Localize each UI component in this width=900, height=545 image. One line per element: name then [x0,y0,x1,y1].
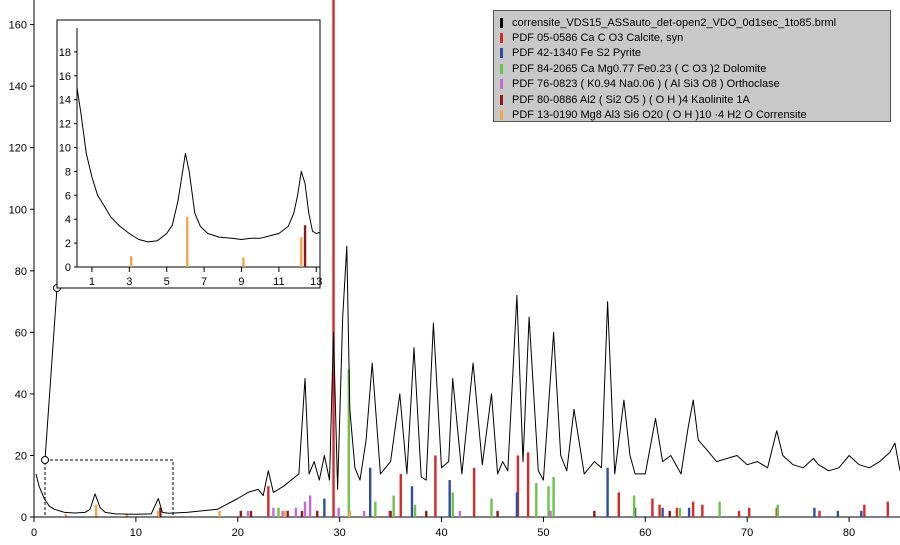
series-line-sample [35,245,900,515]
inset-x-tick-label-1: 1 [89,276,95,288]
inset-y-tick-label-18: 18 [59,47,71,59]
legend-label-sample: corrensite_VDS15_ASSauto_det-open2_VDO_0… [512,16,837,29]
y-tick-label-120: 120 [9,143,27,155]
inset-x-tick-label-5: 5 [164,276,170,288]
inset-x-tick-label-3: 3 [126,276,132,288]
legend-label-orthoclase: PDF 76-0823 ( K0.94 Na0.06 ) ( Al Si3 O8… [512,78,780,91]
y-tick-label-80: 80 [15,266,27,278]
legend-item-pyrite: PDF 42-1340 Fe S2 Pyrite [500,46,884,61]
reference-patterns [64,0,889,517]
legend-swatch-sample [500,17,503,28]
legend-swatch-dolomite [500,63,503,74]
x-tick-label-0: 0 [31,527,37,539]
y-tick-label-140: 140 [9,81,27,93]
inset-x-tick-label-11: 11 [273,276,284,288]
legend-swatch-kaolinite [500,94,503,105]
inset-y-tick-label-4: 4 [65,214,71,226]
legend-label-kaolinite: PDF 80-0886 Al2 ( Si2 O5 ) ( O H )4 Kaol… [512,93,750,106]
inset-x-tick-label-9: 9 [238,276,244,288]
inset-y-tick-label-14: 14 [59,95,71,107]
legend-label-corrensite: PDF 13-0190 Mg8 Al3 Si6 O20 ( O H )10 ·4… [512,109,807,122]
inset-y-tick-label-8: 8 [65,166,71,178]
main-series [35,245,900,515]
inset-y-tick-label-16: 16 [59,71,71,83]
legend-item-sample: corrensite_VDS15_ASSauto_det-open2_VDO_0… [500,15,884,30]
y-tick-label-60: 60 [15,327,27,339]
legend-label-pyrite: PDF 42-1340 Fe S2 Pyrite [512,47,642,60]
zoom-region [44,459,174,518]
y-tick-label-0: 0 [21,512,27,524]
x-tick-label-50: 50 [537,527,549,539]
x-tick-label-60: 60 [639,527,651,539]
legend: corrensite_VDS15_ASSauto_det-open2_VDO_0… [493,10,891,122]
y-tick-label-40: 40 [15,389,27,401]
x-tick-label-20: 20 [232,527,244,539]
legend-swatch-orthoclase [500,79,503,90]
legend-swatch-pyrite [500,48,503,59]
inset-x-tick-label-13: 13 [310,276,322,288]
legend-item-kaolinite: PDF 80-0886 Al2 ( Si2 O5 ) ( O H )4 Kaol… [500,92,884,107]
legend-item-corrensite: PDF 13-0190 Mg8 Al3 Si6 O20 ( O H )10 ·4… [500,107,884,122]
legend-swatch-corrensite [500,110,503,121]
legend-item-calcite: PDF 05-0586 Ca C O3 Calcite, syn [500,30,884,45]
legend-swatch-calcite [500,33,503,44]
legend-item-dolomite: PDF 84-2065 Ca Mg0.77 Fe0.23 ( C O3 )2 D… [500,61,884,76]
inset-y-tick-label-2: 2 [65,238,71,250]
zoom-connector [44,287,58,461]
inset-x-tick-label-7: 7 [201,276,207,288]
y-tick-label-100: 100 [9,204,27,216]
y-tick-label-20: 20 [15,450,27,462]
legend-item-orthoclase: PDF 76-0823 ( K0.94 Na0.06 ) ( Al Si3 O8… [500,77,884,92]
y-tick-label-160: 160 [9,20,27,32]
zoom-indicator [41,284,174,518]
inset-y-tick-label-10: 10 [59,143,71,155]
x-tick-label-30: 30 [334,527,346,539]
inset-frame [56,19,321,289]
x-tick-label-40: 40 [435,527,447,539]
x-tick-label-70: 70 [741,527,753,539]
zoom-marker-bottom [41,456,49,464]
inset-series-line [76,87,321,243]
legend-label-calcite: PDF 05-0586 Ca C O3 Calcite, syn [512,32,684,45]
inset-y-tick-label-12: 12 [59,119,71,131]
x-tick-label-80: 80 [843,527,855,539]
inset-y-tick-label-0: 0 [65,262,71,274]
x-tick-label-10: 10 [130,527,142,539]
legend-label-dolomite: PDF 84-2065 Ca Mg0.77 Fe0.23 ( C O3 )2 D… [512,62,767,75]
inset-y-tick-label-6: 6 [65,190,71,202]
